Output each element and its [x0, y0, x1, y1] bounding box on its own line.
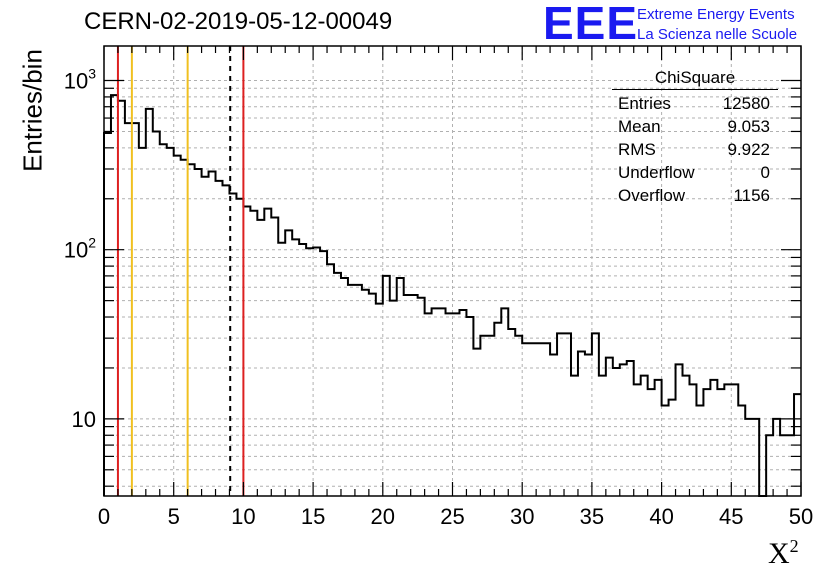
- x-tick-label: 45: [719, 504, 743, 529]
- stats-row-mean: Mean 9.053: [612, 115, 778, 138]
- stats-label: Mean: [618, 117, 661, 136]
- stats-label: Overflow: [618, 186, 686, 205]
- y-tick-label: 102: [64, 235, 96, 263]
- histogram-outline: [103, 94, 801, 497]
- histogram: [103, 94, 801, 497]
- logo-line-1: Extreme Energy Events: [637, 6, 795, 23]
- x-tick-label: 15: [301, 504, 325, 529]
- y-tick-exponent: 3: [88, 66, 96, 82]
- stats-value: 1156: [733, 186, 770, 205]
- stats-value: 9.053: [727, 117, 770, 136]
- y-tick-base: 10: [64, 69, 88, 94]
- y-axis-label: Entries/bin: [17, 49, 48, 172]
- y-tick-exponent: 2: [88, 235, 96, 251]
- y-tick-label: 10: [72, 407, 96, 432]
- x-tick-label: 35: [580, 504, 604, 529]
- x-tick-label: 20: [371, 504, 395, 529]
- x-tick-label: 50: [789, 504, 813, 529]
- x-tick-label: 10: [231, 504, 255, 529]
- stats-label: Underflow: [618, 163, 695, 182]
- stats-row-underflow: Underflow 0: [612, 161, 778, 184]
- x-axis-label: X2: [768, 536, 799, 570]
- stats-box: ChiSquare Entries 12580 Mean 9.053 RMS 9…: [612, 68, 778, 207]
- stats-row-rms: RMS 9.922: [612, 138, 778, 161]
- eee-logo: EEE: [543, 0, 639, 49]
- x-tick-label: 30: [510, 504, 534, 529]
- x-tick-label: 5: [168, 504, 180, 529]
- stats-label: RMS: [618, 140, 656, 159]
- y-tick-label: 103: [64, 66, 96, 94]
- stats-row-entries: Entries 12580: [612, 92, 778, 115]
- logo-line-2: La Scienza nelle Scuole: [637, 26, 798, 43]
- x-tick-label: 40: [649, 504, 673, 529]
- stats-value: 0: [760, 163, 770, 182]
- y-tick-base: 10: [64, 238, 88, 263]
- run-title: CERN-02-2019-05-12-00049: [84, 8, 393, 35]
- axis-ticks: [103, 46, 802, 496]
- stats-label: Entries: [618, 94, 671, 113]
- grid: [104, 46, 801, 496]
- x-tick-label: 25: [440, 504, 464, 529]
- stats-value: 12580: [722, 94, 770, 113]
- vertical-lines: [116, 46, 245, 496]
- x-tick-label: 0: [98, 504, 110, 529]
- stats-row-overflow: Overflow 1156: [612, 184, 778, 207]
- stats-title: ChiSquare: [612, 68, 778, 90]
- stats-value: 9.922: [727, 140, 770, 159]
